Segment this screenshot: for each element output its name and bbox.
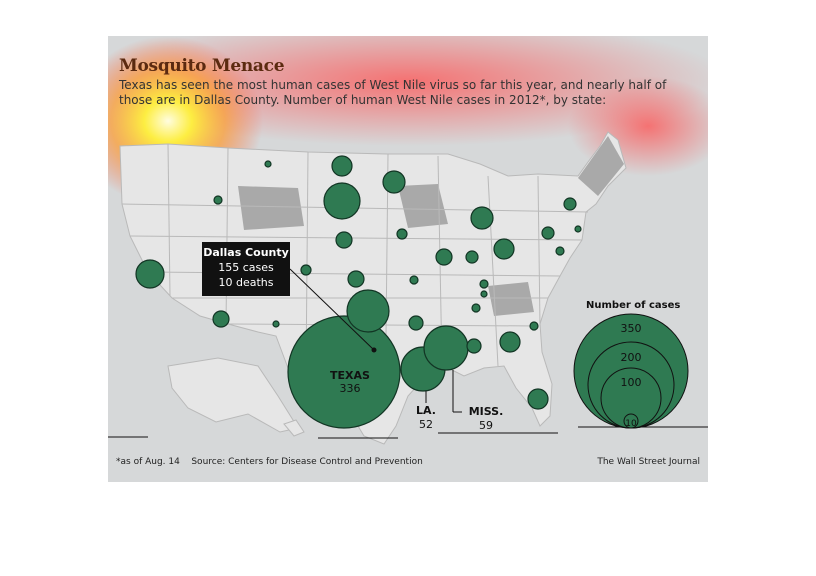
map-subtitle: Texas has seen the most human cases of W… (119, 78, 667, 107)
bubble-oklahoma (346, 289, 390, 333)
baseline-strokes (108, 426, 708, 439)
bubble-north-dakota (331, 155, 353, 177)
shaded-region-northeast (578, 136, 624, 196)
bubble-kansas (347, 270, 365, 288)
state-bubbles (135, 155, 582, 429)
alaska (167, 357, 299, 433)
bubble-georgia (466, 338, 482, 354)
bubble-kentucky (479, 279, 489, 289)
bubble-illinois (435, 248, 453, 266)
bubble-missouri-east (480, 290, 488, 298)
shaded-region-wisconsin (398, 184, 448, 228)
bubble-nebraska (335, 231, 353, 249)
size-legend: 350 200 100 10 (573, 313, 689, 429)
footer-credit: The Wall Street Journal (597, 457, 700, 467)
legend-value-10: 10 (625, 419, 637, 429)
map-title: Mosquito Menace (119, 56, 285, 76)
label-miss-value: 59 (479, 419, 493, 432)
bubble-alabama (499, 331, 521, 353)
bubble-michigan (470, 206, 494, 230)
bubble-virginia (555, 246, 565, 256)
bubble-colorado (300, 264, 312, 276)
bubble-mississippi (423, 325, 469, 371)
shaded-region-northwest (238, 186, 304, 230)
map-figure: TEXAS 336 LA. 52 MISS. 59 350 200 100 10… (108, 36, 708, 482)
callout-cases: 155 cases (218, 261, 274, 274)
label-miss-name: MISS. (469, 405, 504, 418)
label-la-value: 52 (419, 418, 433, 431)
bubble-minnesota (382, 170, 406, 194)
bubble-new-york (563, 197, 577, 211)
bubble-indiana (465, 250, 479, 264)
bubble-new-mexico (272, 320, 280, 328)
dallas-callout: Dallas County 155 cases 10 deaths (202, 242, 290, 296)
bubble-florida (527, 388, 549, 410)
footer-note: *as of Aug. 14 (116, 457, 180, 467)
hawaii (283, 419, 305, 437)
map-canvas: TEXAS 336 LA. 52 MISS. 59 350 200 100 10 (108, 36, 708, 445)
bubble-montana (264, 160, 272, 168)
callout-title: Dallas County (203, 246, 289, 259)
bubble-missouri (409, 275, 419, 285)
legend-circle-10 (623, 413, 639, 429)
bubble-south-carolina (529, 321, 539, 331)
callout-deaths: 10 deaths (218, 276, 274, 289)
legend-title: Number of cases (586, 300, 681, 311)
label-texas-name: TEXAS (330, 369, 370, 382)
legend-value-350: 350 (621, 322, 642, 335)
bubble-tennessee (471, 303, 481, 313)
label-la-name: LA. (416, 404, 436, 417)
bubble-new-jersey (574, 225, 582, 233)
footer-source: Source: Centers for Disease Control and … (191, 457, 423, 467)
bubble-idaho (213, 195, 223, 205)
bubble-pennsylvania (541, 226, 555, 240)
bubble-south-dakota (323, 182, 361, 220)
bubble-texas (287, 315, 401, 429)
bubble-california (135, 259, 165, 289)
bubble-iowa (396, 228, 408, 240)
legend-value-200: 200 (621, 351, 642, 364)
footer-notes: *as of Aug. 14 Source: Centers for Disea… (116, 457, 423, 467)
dallas-marker (289, 268, 377, 353)
legend-value-100: 100 (621, 376, 642, 389)
shaded-region-southeast (488, 282, 534, 316)
bubble-arkansas (408, 315, 424, 331)
bubble-arizona (212, 310, 230, 328)
label-texas-value: 336 (340, 382, 361, 395)
state-labels: TEXAS 336 LA. 52 MISS. 59 (330, 369, 503, 432)
bubble-ohio (493, 238, 515, 260)
